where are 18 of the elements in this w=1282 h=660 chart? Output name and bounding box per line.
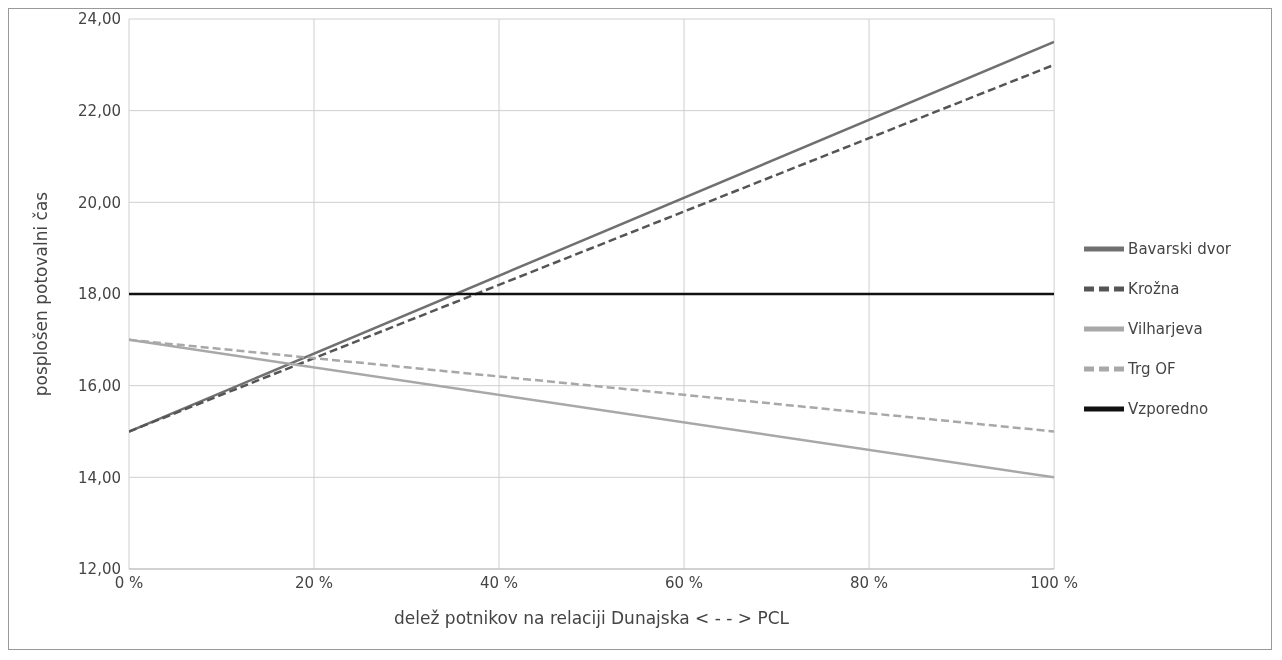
x-tick-label: 40 % [479,573,519,592]
x-tick-label: 20 % [294,573,334,592]
y-tick-label: 24,00 [78,10,121,29]
y-axis-title: posplošen potovalni čas [31,191,52,397]
x-tick-label: 60 % [665,573,704,592]
legend-label: Krožna [1128,279,1180,298]
legend-label: Bavarski dvor [1128,239,1231,258]
y-tick-label: 16,00 [78,376,121,395]
y-tick-label: 18,00 [78,285,121,304]
legend-label: Vzporedno [1128,399,1209,418]
x-tick-label: 80 % [850,573,889,592]
x-tick-label: 100 % [1030,573,1078,592]
y-tick-label: 20,00 [78,193,121,212]
x-axis-title: delež potnikov na relaciji Dunajska < - - > PCL [394,608,790,628]
legend-label: Trg OF [1128,359,1176,378]
y-tick-label: 14,00 [78,468,121,487]
legend-label: Vilharjeva [1128,319,1203,338]
y-tick-label: 22,00 [78,101,121,120]
